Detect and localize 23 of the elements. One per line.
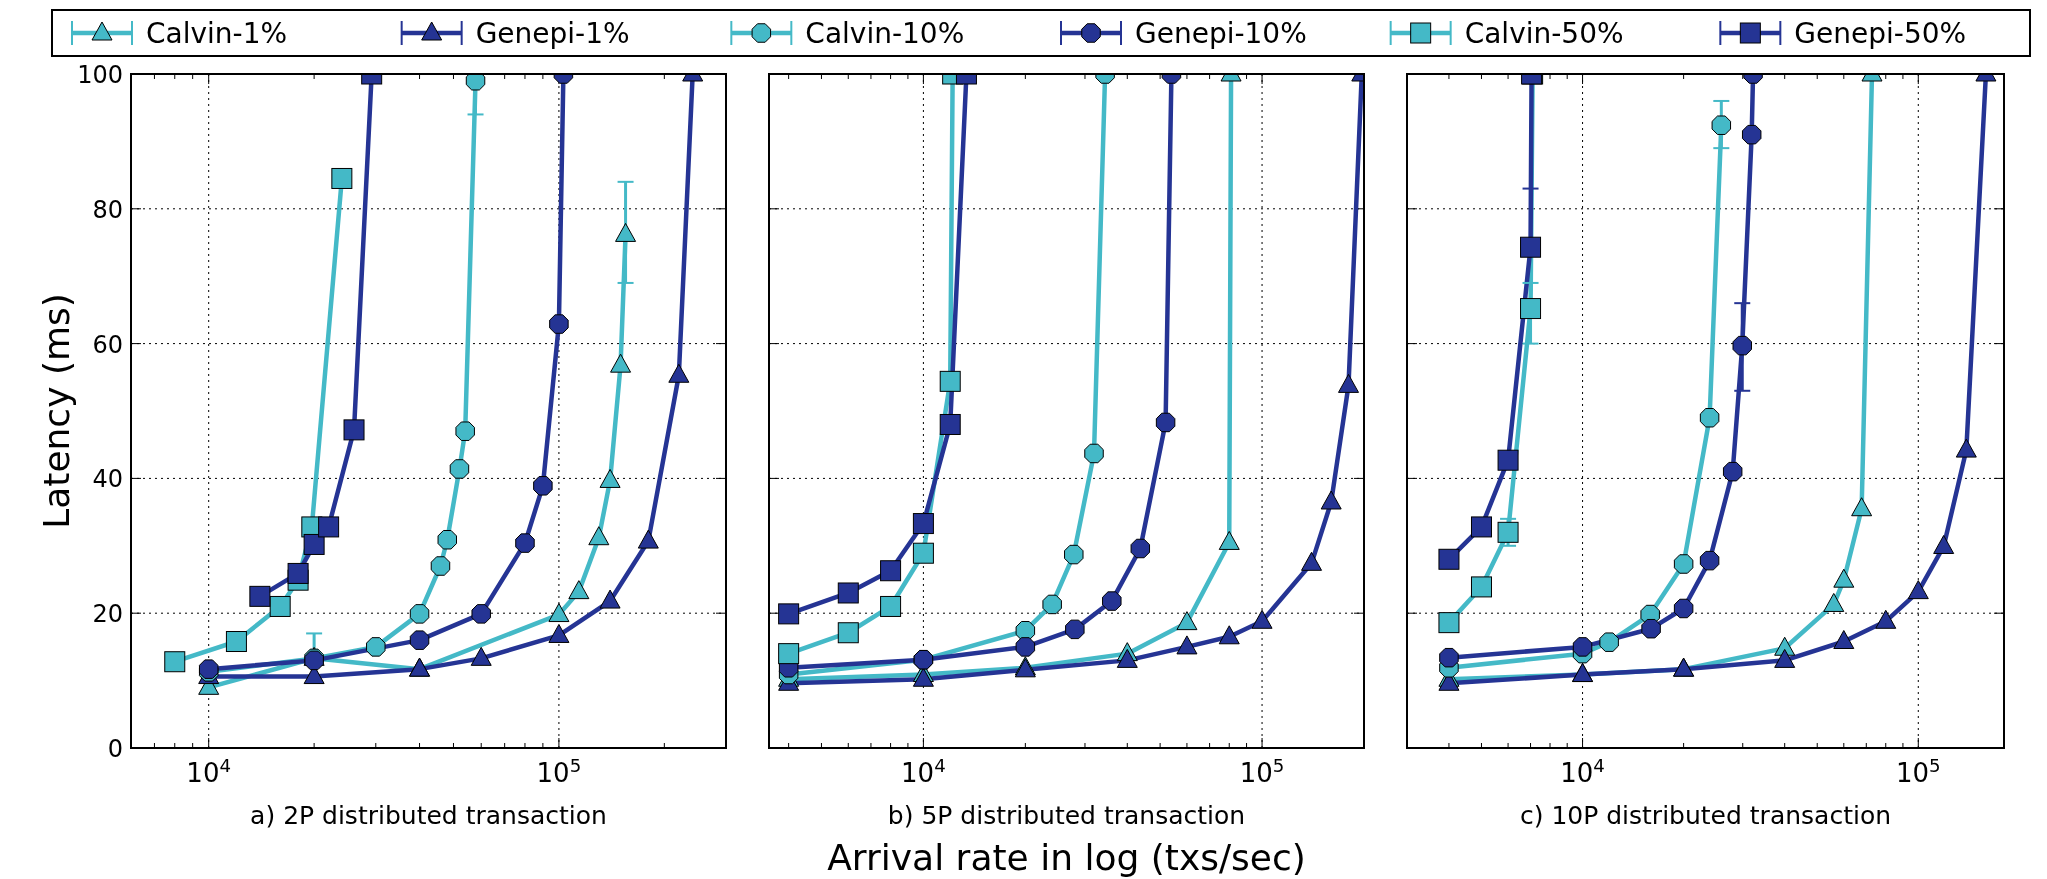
y-tick-label: 40 bbox=[92, 465, 123, 494]
legend-label: Genepi-10% bbox=[1135, 17, 1307, 50]
x-tick-label: 10$^{4}$ bbox=[186, 754, 232, 788]
x-tick-label: 10$^{5}$ bbox=[536, 754, 582, 788]
text: b) 5P distributed transaction bbox=[887, 801, 1246, 830]
y-axis-title: Latency (ms) bbox=[36, 293, 77, 529]
legend-label: Calvin-50% bbox=[1464, 17, 1624, 50]
x-tick-label: 10$^{4}$ bbox=[1560, 754, 1605, 788]
x-tick-label: 10$^{4}$ bbox=[901, 754, 946, 788]
y-tick-label: 80 bbox=[92, 195, 123, 224]
x-axis-title: Arrival rate in log (txs/sec) bbox=[827, 837, 1306, 878]
y-tick-label: 60 bbox=[92, 330, 123, 359]
legend-label: Genepi-1% bbox=[475, 17, 630, 50]
y-tick-label: 20 bbox=[92, 600, 123, 629]
y-tick-label: 0 bbox=[107, 735, 123, 763]
text: a) 2P distributed transaction bbox=[250, 801, 607, 830]
legend-label: Calvin-10% bbox=[805, 17, 965, 50]
y-tick-label: 100 bbox=[77, 61, 123, 89]
text: c) 10P distributed transaction bbox=[1519, 801, 1892, 830]
legend-label: Genepi-50% bbox=[1794, 17, 1967, 50]
x-tick-label: 10$^{5}$ bbox=[1895, 754, 1941, 788]
legend-label: Calvin-1% bbox=[146, 17, 288, 50]
x-tick-label: 10$^{5}$ bbox=[1239, 754, 1285, 788]
